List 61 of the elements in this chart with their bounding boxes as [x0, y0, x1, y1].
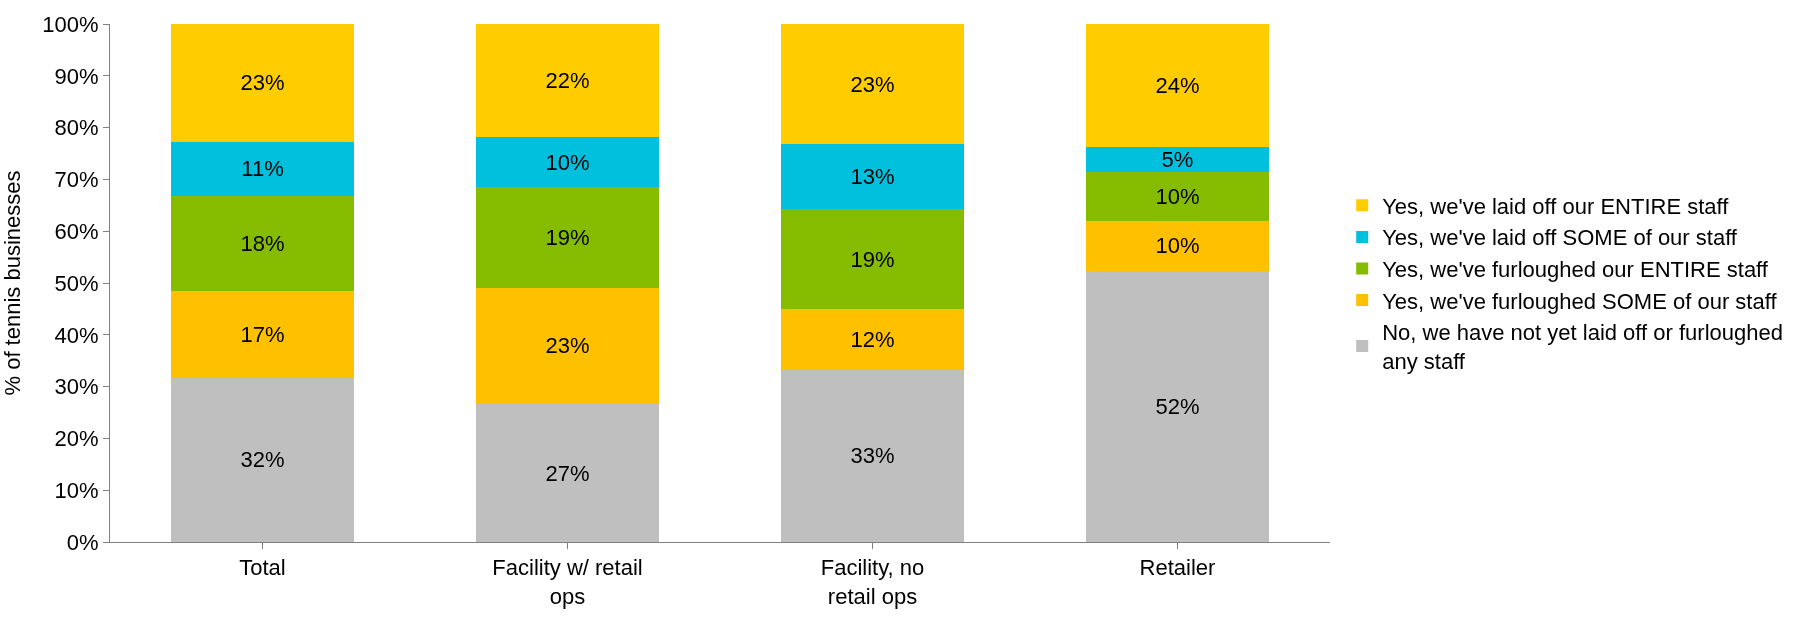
- data-label: 52%: [1155, 393, 1200, 419]
- bar: [1086, 147, 1269, 173]
- data-label: 13%: [850, 164, 895, 190]
- bar: [1086, 24, 1269, 148]
- bar: [171, 291, 354, 378]
- bar: [476, 404, 659, 542]
- data-label: 10%: [1155, 184, 1200, 210]
- legend-label: Yes, we've laid off SOME of our staff: [1382, 225, 1738, 251]
- y-tick-label: 20%: [54, 426, 99, 452]
- x-tick-label: Retailer: [1139, 555, 1216, 581]
- bar: [476, 287, 659, 405]
- bar: [171, 195, 354, 292]
- legend-label: No, we have not yet laid off or furloughed any staff: [1382, 320, 1783, 374]
- data-label: 22%: [545, 68, 590, 94]
- bar: [171, 377, 354, 542]
- data-label: 24%: [1155, 73, 1200, 99]
- bar: [1086, 221, 1269, 271]
- y-tick-label: 10%: [54, 477, 99, 503]
- y-tick-label: 70%: [54, 167, 99, 193]
- data-label: 12%: [850, 326, 895, 352]
- data-label: 11%: [241, 156, 284, 182]
- x-tick-label: Facility w/ retail ops: [492, 555, 643, 609]
- bar: [476, 186, 659, 288]
- bar: [476, 137, 659, 187]
- bar: [781, 24, 964, 145]
- legend-label: Yes, we've laid off our ENTIRE staff: [1382, 193, 1730, 219]
- y-tick-label: 40%: [54, 322, 99, 348]
- data-label: 23%: [545, 333, 590, 359]
- data-label: 23%: [240, 70, 285, 96]
- bar: [781, 369, 964, 542]
- data-label: 10%: [545, 149, 590, 175]
- y-tick-label: 60%: [54, 218, 99, 244]
- y-tick-label: 0%: [66, 529, 99, 555]
- y-tick-label: 80%: [54, 115, 99, 141]
- data-label: 32%: [240, 447, 285, 473]
- data-label: 5%: [1161, 147, 1194, 173]
- data-label: 10%: [1155, 233, 1200, 259]
- data-label: 19%: [850, 246, 895, 272]
- y-tick-label: 50%: [54, 270, 99, 296]
- y-tick-label: 90%: [54, 63, 99, 89]
- data-label: 19%: [545, 224, 590, 250]
- bar: [781, 144, 964, 210]
- legend-label: Yes, we've furloughed our ENTIRE staff: [1382, 257, 1769, 283]
- y-tick-label: 30%: [54, 374, 99, 400]
- data-label: 18%: [240, 231, 285, 257]
- bar: [1086, 172, 1269, 222]
- bar: [781, 308, 964, 370]
- y-tick-label: 100%: [42, 11, 99, 37]
- y-axis-title: % of tennis businesses: [0, 170, 26, 396]
- bar: [781, 209, 964, 309]
- bar: [1086, 270, 1269, 542]
- data-label: 23%: [850, 71, 895, 97]
- bar: [171, 141, 354, 196]
- data-label: 33%: [850, 443, 895, 469]
- x-tick-label: Total: [239, 555, 286, 581]
- bar: [171, 24, 354, 142]
- data-label: 27%: [545, 460, 590, 486]
- x-tick-label: Facility, no retail ops: [820, 555, 925, 609]
- bar: [476, 24, 659, 138]
- data-label: 17%: [240, 322, 285, 348]
- legend-label: Yes, we've furloughed SOME of our staff: [1382, 288, 1778, 314]
